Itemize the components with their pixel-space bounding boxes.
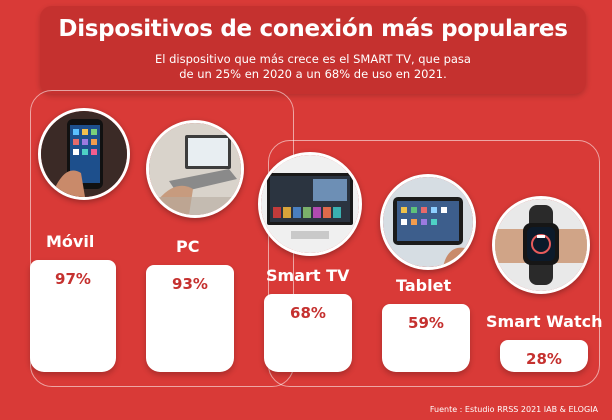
category-label: Smart TV (266, 266, 350, 285)
value-label: 59% (408, 314, 444, 332)
smartphone-photo (38, 108, 130, 200)
source-note: Fuente : Estudio RRSS 2021 IAB & ELOGIA (429, 405, 598, 414)
category-label: Tablet (396, 276, 452, 295)
value-label: 68% (290, 304, 326, 322)
bar-pc: 93% (146, 265, 234, 372)
value-label: 97% (55, 270, 91, 288)
header-box: Dispositivos de conexión más populares E… (40, 6, 586, 94)
group-frame-connected-devices (268, 140, 600, 387)
category-label: PC (176, 237, 200, 256)
category-label: Smart Watch (486, 312, 603, 331)
bar-smart-tv: 68% (264, 294, 352, 372)
value-label: 28% (526, 350, 562, 368)
page-title: Dispositivos de conexión más populares (58, 16, 568, 42)
bar-móvil: 97% (30, 260, 116, 372)
subtitle: El dispositivo que más crece es el SMART… (100, 52, 526, 82)
bar-tablet: 59% (382, 304, 470, 372)
smartwatch-photo (492, 196, 590, 294)
value-label: 93% (172, 275, 208, 293)
subtitle-line-1: El dispositivo que más crece es el SMART… (155, 52, 471, 66)
category-label: Móvil (46, 232, 95, 251)
bar-smart-watch: 28% (500, 340, 588, 372)
laptop-photo (146, 120, 244, 218)
smart-tv-photo (258, 152, 362, 256)
tablet-photo (380, 174, 476, 270)
subtitle-line-2: de un 25% en 2020 a un 68% de uso en 202… (179, 67, 447, 81)
